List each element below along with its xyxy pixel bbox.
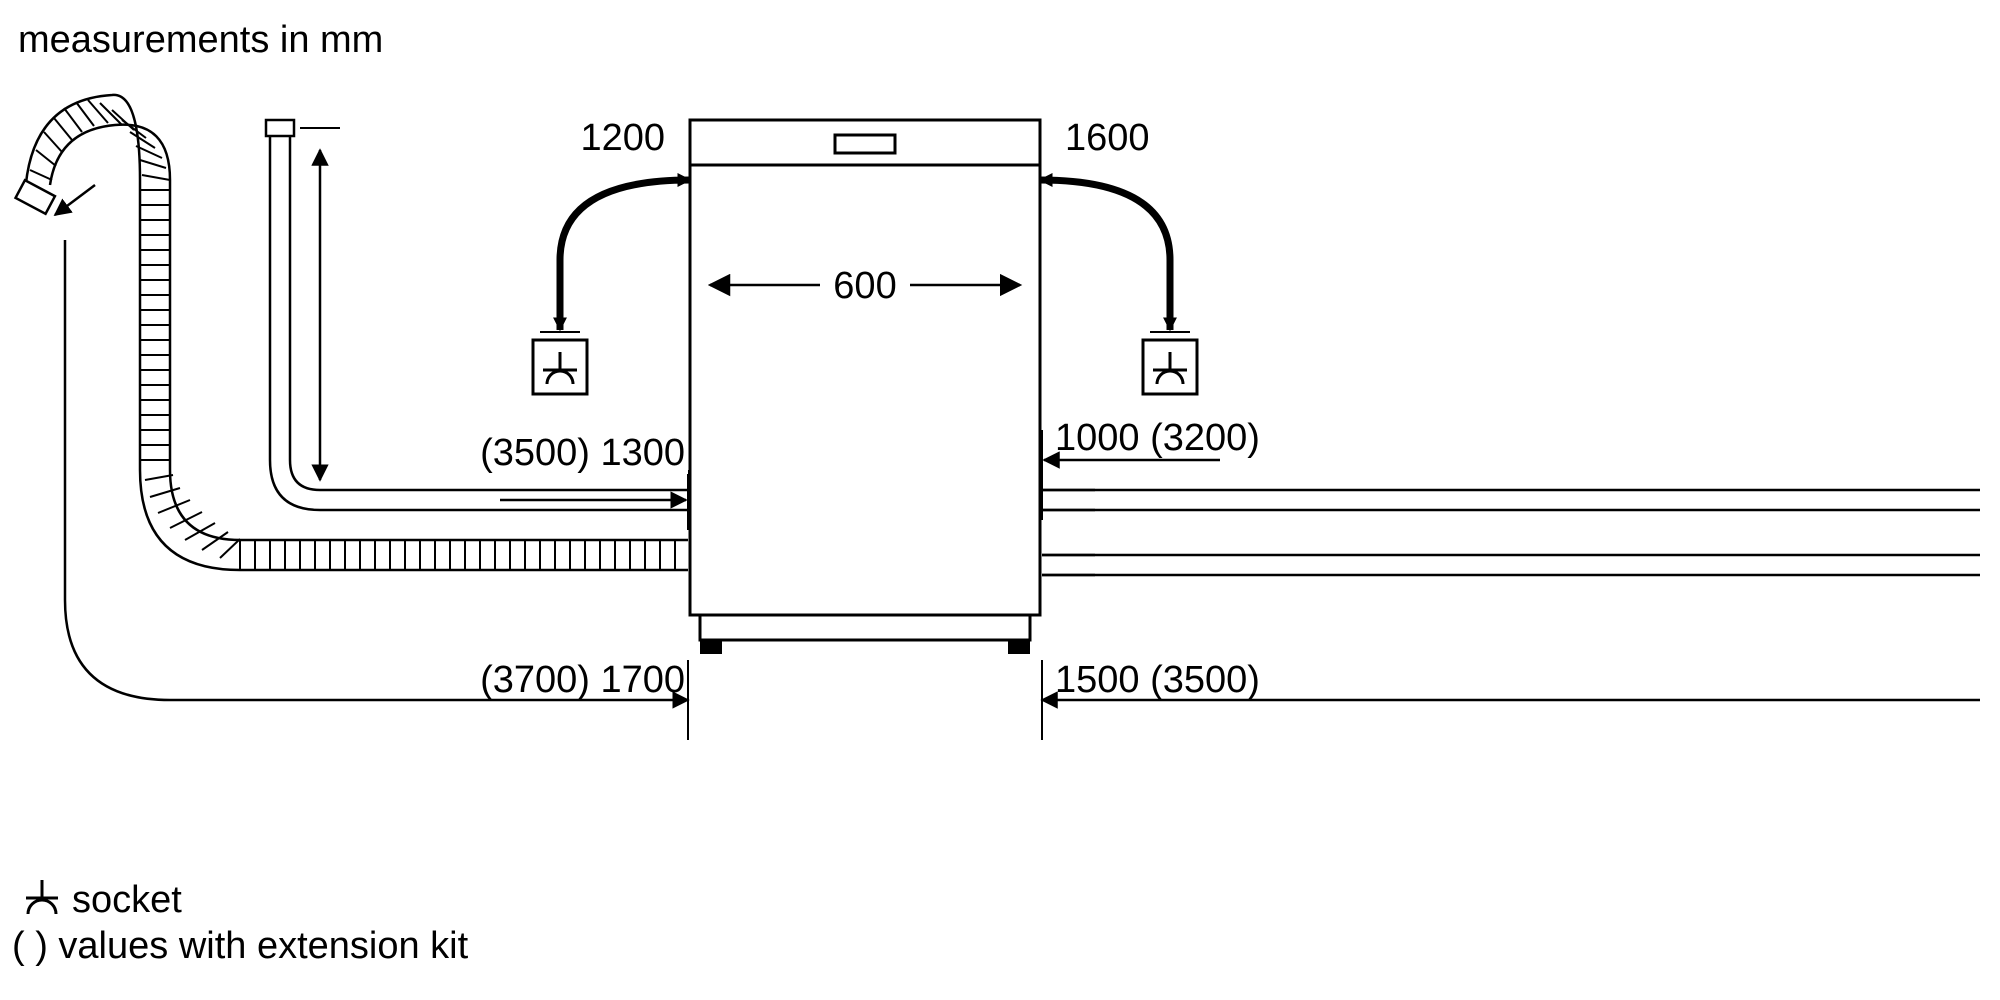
svg-text:1500 (3500): 1500 (3500) <box>1055 659 1260 701</box>
legend-extension-label: ( ) values with extension kit <box>12 925 469 967</box>
cable-left: 1200 <box>540 117 690 332</box>
dimension-hose-top-left: (3500) 1300 <box>438 430 688 530</box>
legend: socket ( ) values with extension kit <box>12 879 469 967</box>
title-text: measurements in mm <box>18 19 383 61</box>
label-cable-right: 1600 <box>1065 117 1150 159</box>
svg-text:(3500) 1300: (3500) 1300 <box>480 432 685 474</box>
drain-hose-left <box>16 95 688 570</box>
dimension-hose-top-right: 1000 (3200) <box>1042 417 1260 520</box>
socket-right <box>1143 340 1197 394</box>
hoses-right <box>1042 490 1980 575</box>
dimension-hose-bottom-right: 1500 (3500) <box>1055 659 1260 701</box>
legend-socket-label: socket <box>72 879 182 921</box>
socket-left <box>533 340 587 394</box>
label-cable-left: 1200 <box>580 117 665 159</box>
svg-text:1000 (3200): 1000 (3200) <box>1055 417 1260 459</box>
dimension-hose-bottom-left: (3700) 1700 <box>480 659 688 740</box>
svg-text:(3700) 1700: (3700) 1700 <box>480 659 685 701</box>
svg-text:600: 600 <box>833 265 896 307</box>
cable-right: 1600 <box>1040 117 1190 332</box>
appliance-body <box>690 120 1040 654</box>
